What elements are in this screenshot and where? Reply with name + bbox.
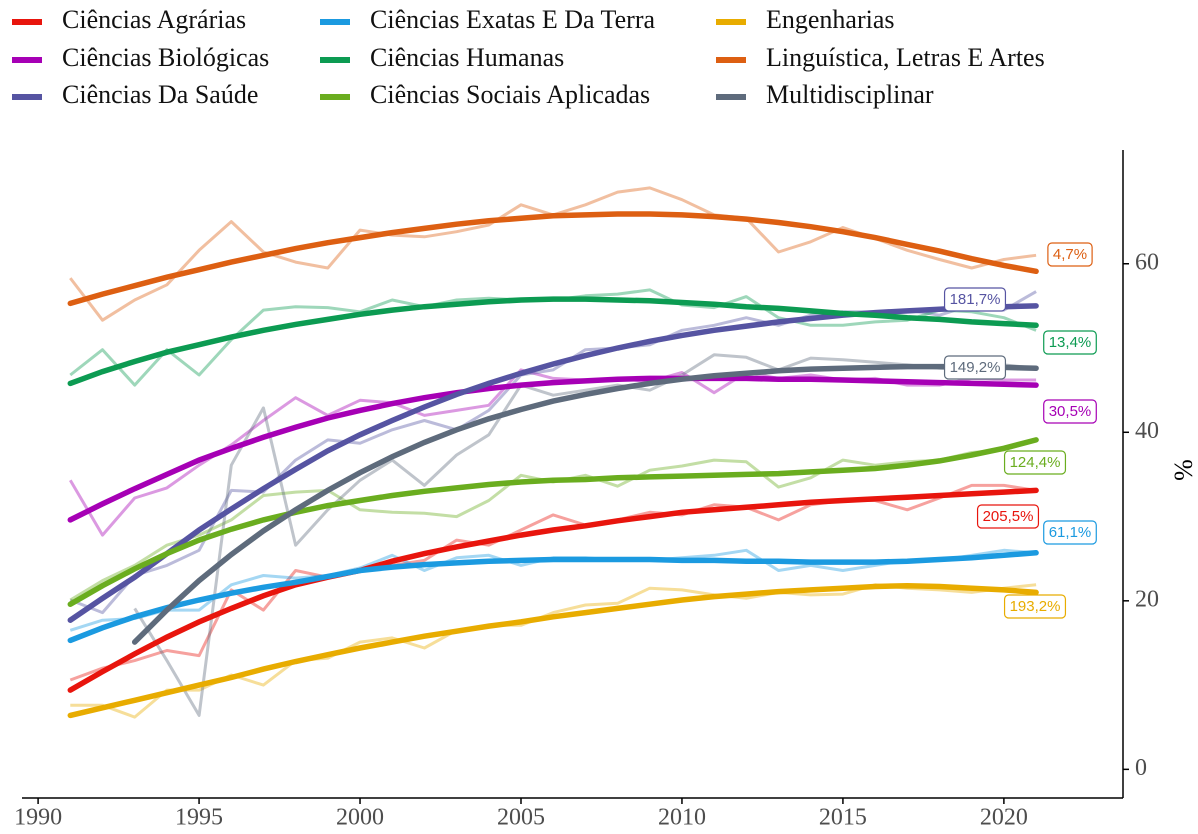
end-label-text: 181,7%	[950, 291, 1001, 308]
end-label: 193,2%	[1003, 594, 1067, 619]
legend-label: Ciências Humanas	[370, 43, 564, 72]
y-tick-label: 40	[1135, 418, 1159, 444]
y-tick-label: 20	[1135, 586, 1159, 612]
end-label-text: 205,5%	[983, 508, 1034, 525]
legend-label: Ciências Sociais Aplicadas	[370, 80, 650, 109]
x-tick-label: 2015	[819, 805, 867, 831]
legend-label: Ciências Exatas E Da Terra	[370, 5, 655, 34]
end-label-text: 30,5%	[1049, 403, 1092, 420]
end-label-text: 4,7%	[1053, 246, 1087, 263]
end-label-text: 13,4%	[1049, 334, 1092, 351]
end-label-box	[1003, 594, 1067, 619]
end-label: 205,5%	[976, 504, 1040, 529]
raw-line	[70, 583, 1037, 719]
end-label: 149,2%	[943, 355, 1007, 380]
end-label-text: 149,2%	[950, 359, 1001, 376]
x-tick-label: 2005	[497, 805, 545, 831]
end-label-box	[1047, 242, 1093, 267]
end-label-box	[1003, 450, 1067, 475]
end-label: 181,7%	[943, 287, 1007, 312]
x-tick-label: 2000	[336, 805, 384, 831]
end-label-text: 61,1%	[1049, 524, 1092, 541]
legend-label: Ciências Biológicas	[62, 43, 269, 72]
end-label-box	[1043, 520, 1097, 545]
plot-area	[67, 186, 1039, 719]
end-label: 61,1%	[1043, 520, 1097, 545]
trend-line	[67, 582, 1039, 719]
end-label: 124,4%	[1003, 450, 1067, 475]
end-label: 4,7%	[1047, 242, 1093, 267]
legend-label: Multidisciplinar	[766, 80, 934, 109]
x-tick-label: 2020	[980, 805, 1028, 831]
trend-line	[67, 487, 1039, 693]
end-label-text: 124,4%	[1010, 454, 1061, 471]
legend-label: Ciências Agrárias	[62, 5, 246, 34]
trend-line	[67, 211, 1039, 307]
end-label: 13,4%	[1043, 330, 1097, 355]
legend-label: Linguística, Letras E Artes	[766, 43, 1045, 72]
end-label: 30,5%	[1043, 399, 1097, 424]
x-tick-label: 1990	[14, 805, 62, 831]
end-label-box	[1043, 399, 1097, 424]
end-label-box	[943, 355, 1007, 380]
trend-line	[131, 363, 1039, 645]
end-label-box	[976, 504, 1040, 529]
legend-label: Engenharias	[766, 5, 895, 34]
y-tick-label: 0	[1135, 755, 1147, 781]
x-tick-label: 1995	[175, 805, 223, 831]
trend-line	[67, 437, 1039, 607]
trend-line	[67, 375, 1039, 523]
y-axis-label: %	[1169, 459, 1198, 481]
x-tick-label: 2010	[658, 805, 706, 831]
trend-line	[67, 550, 1039, 644]
end-label-text: 193,2%	[1010, 598, 1061, 615]
legend-label: Ciências Da Saúde	[62, 80, 258, 109]
end-label-box	[943, 287, 1007, 312]
trend-line	[67, 296, 1039, 387]
end-label-box	[1043, 330, 1097, 355]
y-tick-label: 60	[1135, 249, 1159, 275]
raw-line	[133, 353, 1037, 717]
